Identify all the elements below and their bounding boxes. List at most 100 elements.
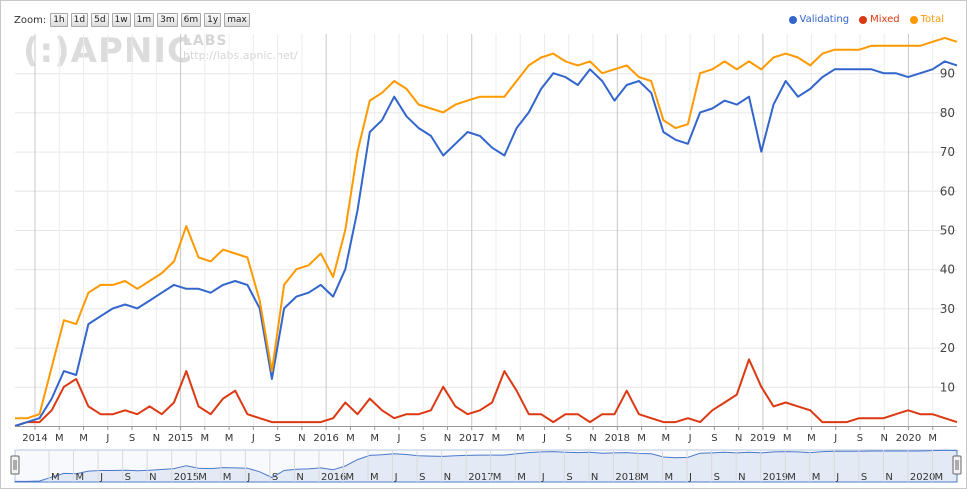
x-tick-label: J [105,433,109,444]
x-tick-label: J [251,433,255,444]
x-tick-label: M [662,433,671,444]
x-tick-label: 2019 [750,433,775,444]
y-axis-ticks: 10 20 30 40 50 60 70 80 90 [940,67,955,395]
navigator-tick-label: J [99,472,103,483]
navigator-tick-label: N [885,472,892,483]
navigator-tick-label: 2018 [615,472,640,483]
legend-label-total: Total [920,14,944,25]
zoom-5d-button[interactable]: 5d [91,13,109,27]
zoom-label: Zoom: [14,14,47,26]
y-tick-label: 30 [940,302,955,316]
navigator-tick-label: M [345,472,354,483]
zoom-1w-button[interactable]: 1w [111,13,131,27]
y-tick-label: 60 [940,184,955,198]
chart-legend: Validating Mixed Total [779,14,944,25]
navigator-tick-label: J [688,472,692,483]
x-tick-label: M [928,433,937,444]
x-tick-label: J [396,433,400,444]
navigator-tick-label: J [835,472,839,483]
x-tick-label: N [153,433,160,444]
x-tick-label: N [589,433,596,444]
navigator-tick-label: S [419,472,425,483]
x-tick-label: M [370,433,379,444]
zoom-max-button[interactable]: max [224,13,250,27]
navigator-left-handle[interactable] [10,455,20,475]
navigator-tick-label: N [738,472,745,483]
x-tick-label: 2016 [313,433,338,444]
navigator-tick-label: M [370,472,379,483]
x-tick-label: M [346,433,355,444]
navigator-tick-label: M [934,472,943,483]
zoom-3m-button[interactable]: 3m [157,13,178,27]
y-tick-label: 20 [940,341,955,355]
navigator-tick-label: S [272,472,278,483]
x-tick-label: J [833,433,837,444]
navigator-tick-label: J [541,472,545,483]
x-axis-ticks: 2014 M M J S N 2015 M M J S N 2016 M M J S N 2017 M M J S N 2018… [15,426,957,444]
y-tick-label: 90 [940,67,955,81]
y-tick-label: 50 [940,224,955,238]
y-tick-label: 40 [940,263,955,277]
navigator-tick-label: J [246,472,250,483]
navigator-tick-label: 2017 [468,472,493,483]
legend-label-validating: Validating [799,14,850,25]
x-tick-label: S [129,433,135,444]
grid [15,34,957,426]
x-tick-label: 2020 [896,433,921,444]
navigator-tick-label: 2020 [910,472,935,483]
navigator-tick-label: M [665,472,674,483]
navigator-tick-label: 2015 [174,472,199,483]
navigator-tick-label: M [787,472,796,483]
navigator-tick-label: N [296,472,303,483]
legend-item-total[interactable]: Total [909,14,944,25]
series-line-total [15,36,958,420]
x-tick-label: S [420,433,426,444]
x-tick-label: M [79,433,88,444]
x-tick-label: M [492,433,501,444]
x-tick-label: 2014 [22,433,47,444]
legend-item-mixed[interactable]: Mixed [859,14,900,25]
series-line-validating [14,60,958,427]
navigator-tick-label: M [76,472,85,483]
zoom-6m-button[interactable]: 6m [180,13,202,27]
x-tick-label: 2018 [605,433,630,444]
navigator[interactable]: M M J S N 2015 M M J S N 2016 M M J S N 2017 M M J S N 2018 M M J S… [10,449,962,483]
x-tick-label: M [516,433,525,444]
navigator-tick-label: N [591,472,598,483]
x-tick-label: M [807,433,816,444]
navigator-tick-label: M [517,472,526,483]
x-tick-label: N [880,433,887,444]
x-tick-label: N [735,433,742,444]
x-tick-label: 2017 [459,433,484,444]
x-tick-label: S [857,433,863,444]
navigator-tick-label: S [125,472,131,483]
x-tick-label: S [566,433,572,444]
navigator-tick-label: M [493,472,502,483]
zoom-1m-button[interactable]: 1m [133,13,155,27]
navigator-tick-label: M [198,472,207,483]
navigator-tick-label: S [566,472,572,483]
x-tick-label: M [783,433,792,444]
legend-item-validating[interactable]: Validating [788,14,850,25]
x-tick-label: S [711,433,717,444]
series-lines [14,36,958,427]
zoom-1y-button[interactable]: 1y [204,13,222,27]
legend-dot-validating [788,15,797,24]
x-tick-label: N [444,433,451,444]
navigator-tick-label: N [444,472,451,483]
navigator-right-handle[interactable] [952,455,962,475]
x-tick-label: 2015 [168,433,193,444]
x-tick-label: M [225,433,234,444]
zoom-1h-button[interactable]: 1h [50,13,68,27]
navigator-tick-label: S [861,472,867,483]
x-tick-label: J [688,433,692,444]
series-line-mixed [14,358,958,427]
navigator-tick-label: 2019 [763,472,788,483]
navigator-series [14,449,958,483]
zoom-1d-button[interactable]: 1d [70,13,89,27]
navigator-tick-label: M [640,472,649,483]
navigator-tick-label: M [51,472,60,483]
x-tick-label: S [274,433,280,444]
legend-dot-total [909,15,918,24]
